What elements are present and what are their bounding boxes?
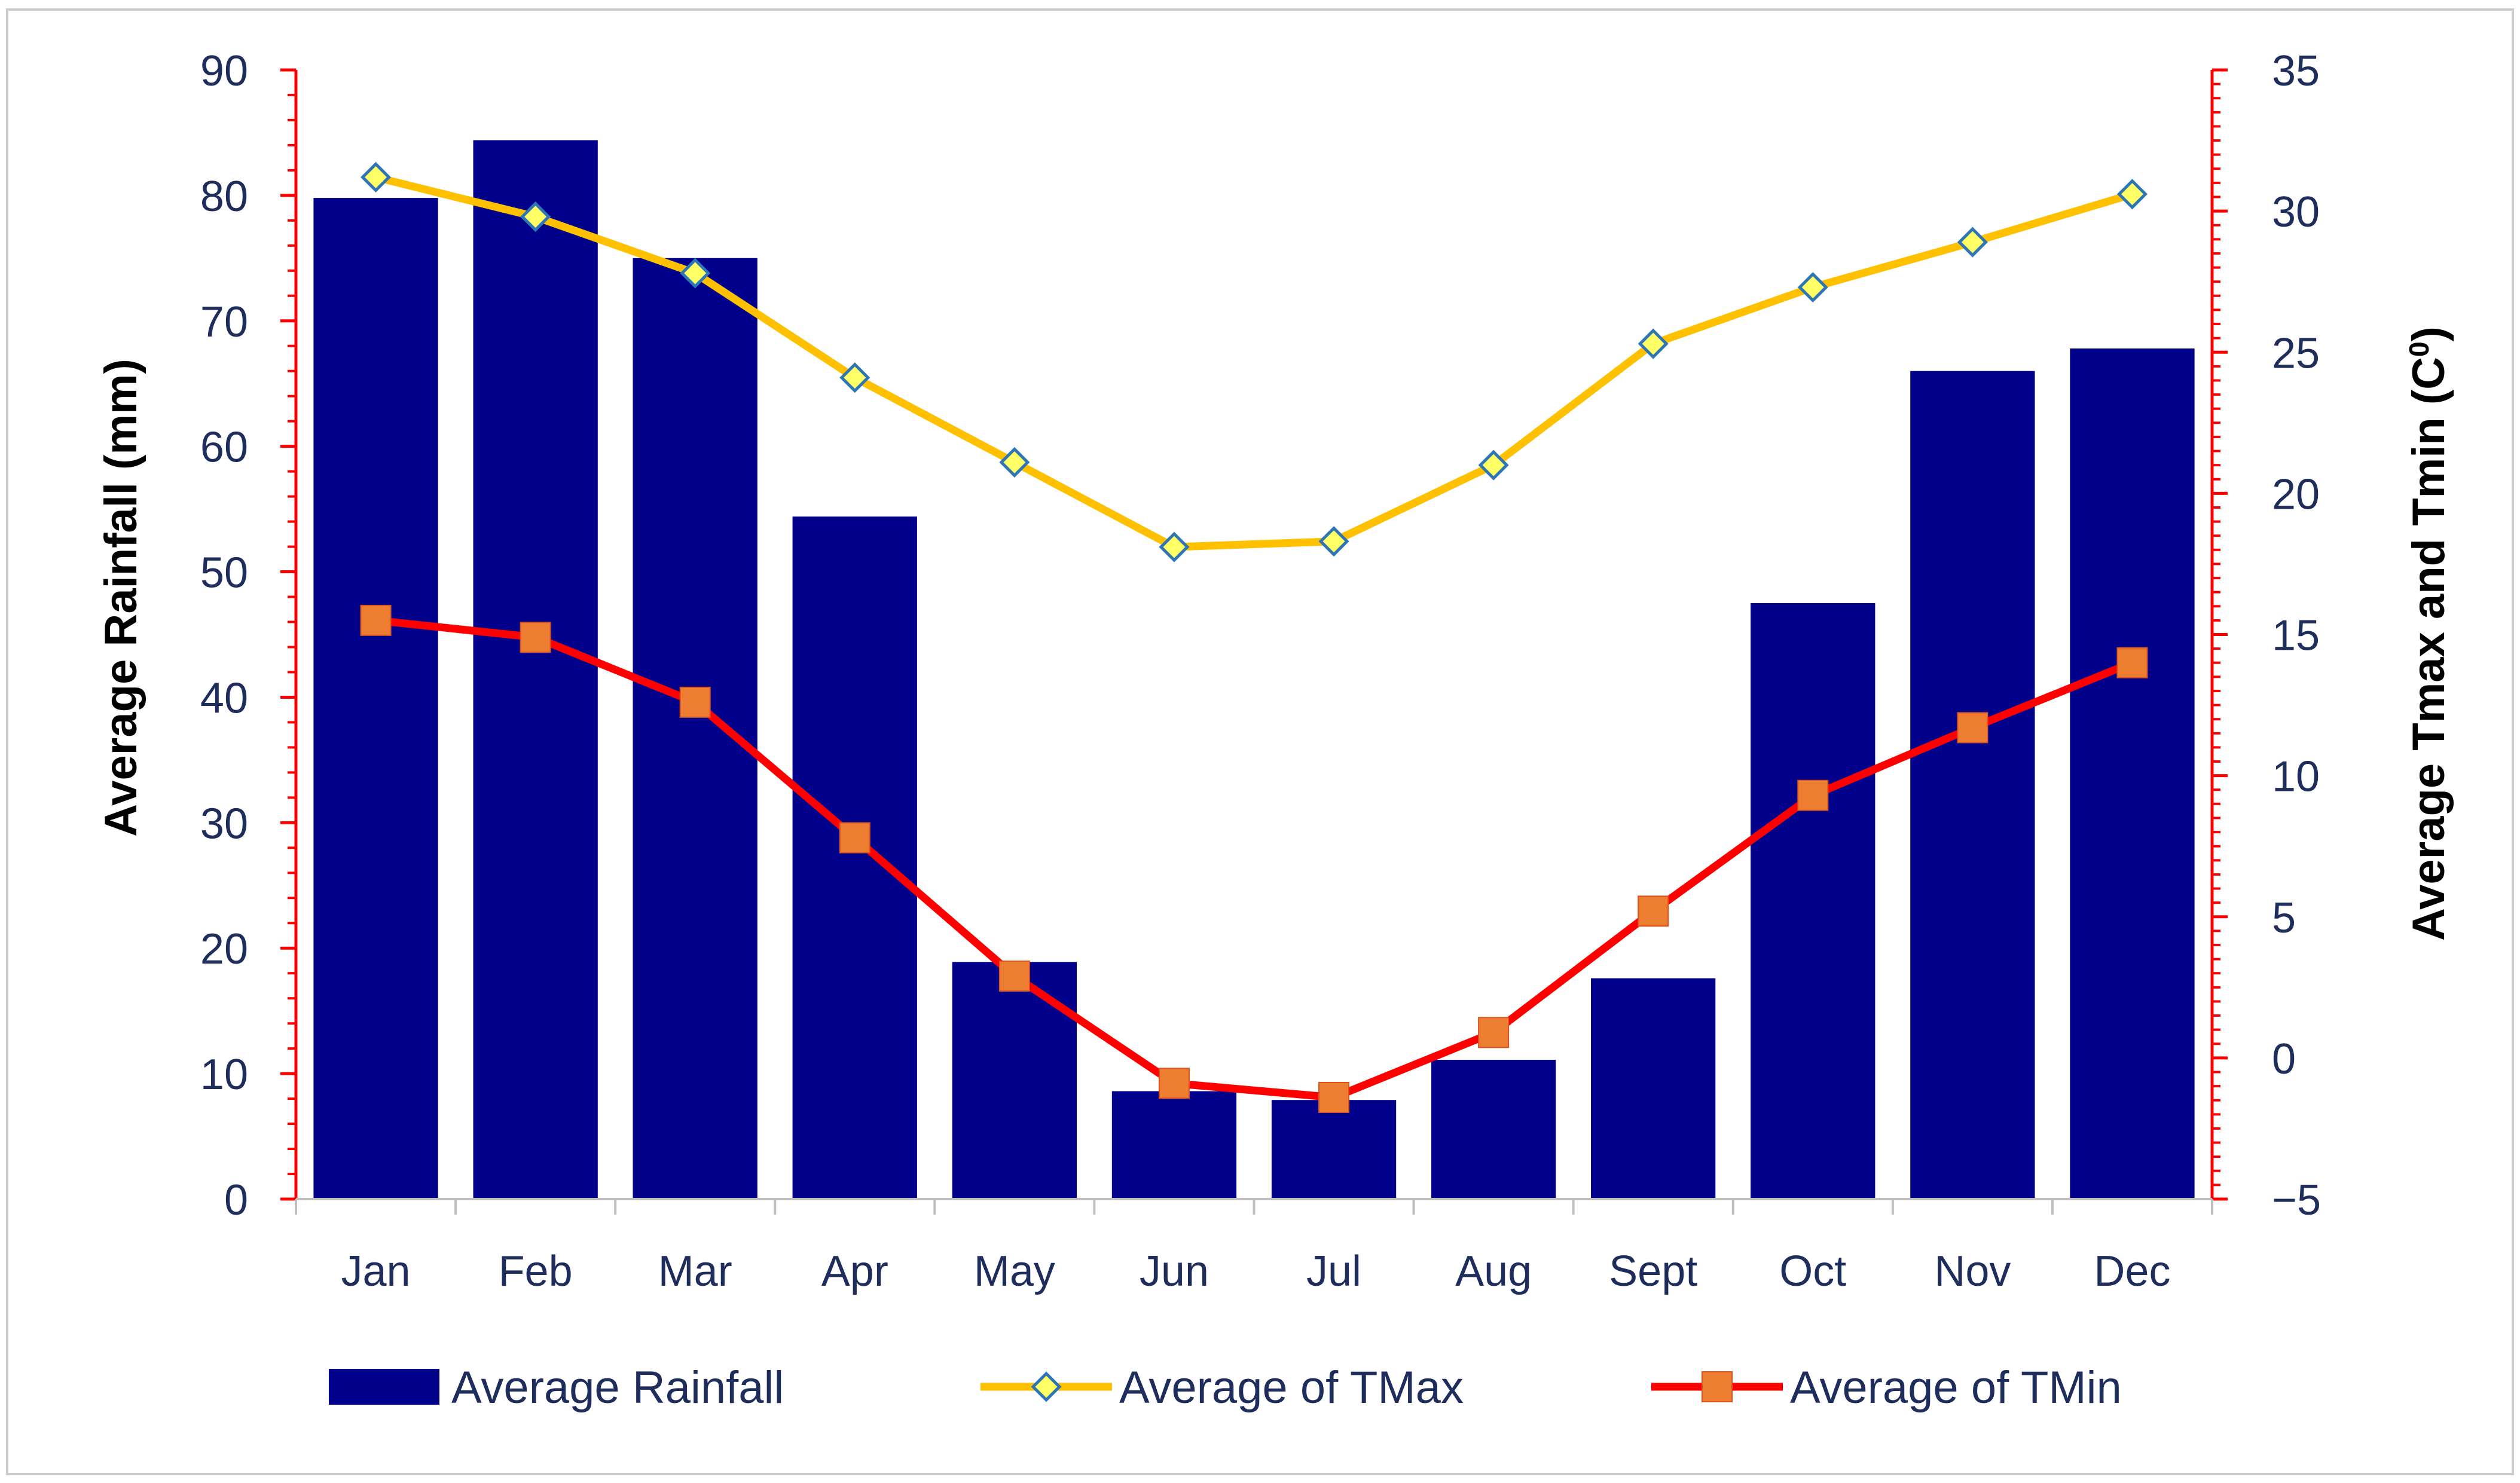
tmax-point-may xyxy=(999,447,1030,478)
bar-mar xyxy=(633,258,757,1199)
legend-label-tmin: Average of TMin xyxy=(1790,1362,2122,1413)
x-tick-label-jun: Jun xyxy=(1140,1247,1209,1295)
x-tick-label-jul: Jul xyxy=(1306,1247,1361,1295)
right-tick-label: 30 xyxy=(2272,188,2320,236)
tmin-point-sept xyxy=(1638,895,1669,927)
tmax-point-jan xyxy=(361,161,392,192)
bar-jan xyxy=(313,198,438,1200)
legend-label-tmax: Average of TMax xyxy=(1119,1362,1464,1413)
axes-group: 0 10 20 30 40 50 60 70 80 90 −5 0 5 10 15 20 25 30 35 Jan Fe… xyxy=(200,47,2321,1295)
left-tick-label: 80 xyxy=(200,173,248,221)
right-tick-label: 15 xyxy=(2272,612,2320,660)
x-tick-label-apr: Apr xyxy=(821,1247,888,1295)
bar-dec xyxy=(2070,348,2195,1199)
right-tick-label: 35 xyxy=(2272,47,2320,95)
tmin-point-oct xyxy=(1797,779,1829,811)
left-tick-label: 90 xyxy=(200,47,248,95)
left-tick-label: 0 xyxy=(224,1176,248,1224)
x-tick-label-jan: Jan xyxy=(341,1247,410,1295)
tmax-point-mar xyxy=(680,258,711,289)
x-tick-label-may: May xyxy=(974,1247,1055,1295)
right-tick-label: 5 xyxy=(2272,894,2296,942)
right-axis-title-main: Average Tmax and Tmin (C xyxy=(2403,357,2454,941)
legend-marker-tmin xyxy=(1702,1371,1733,1402)
left-tick-label: 50 xyxy=(200,549,248,597)
tmax-point-sept xyxy=(1638,328,1669,359)
right-axis-title-sup: 0 xyxy=(2403,341,2435,357)
tmin-point-nov xyxy=(1957,712,1988,744)
tmin-point-dec xyxy=(2116,647,2148,678)
tmax-point-jul xyxy=(1318,526,1349,557)
bar-nov xyxy=(1910,371,2035,1200)
right-tick-label: 0 xyxy=(2272,1035,2296,1083)
tmax-point-dec xyxy=(2116,179,2148,210)
tmin-point-mar xyxy=(679,686,711,718)
bar-apr xyxy=(792,516,917,1200)
x-tick-label-dec: Dec xyxy=(2094,1247,2170,1295)
left-axis-title: Average Rainfall (mm) xyxy=(96,359,146,837)
left-tick-label: 20 xyxy=(200,925,248,973)
axis-labels-group: Average Rainfall (mm) Average Tmax and T… xyxy=(96,326,2454,941)
tmax-point-aug xyxy=(1478,450,1509,481)
right-axis-title: Average Tmax and Tmin (C0) xyxy=(2403,326,2454,941)
legend: Average Rainfall Average of TMax Average o… xyxy=(329,1362,2122,1413)
tmin-point-aug xyxy=(1478,1017,1510,1048)
bar-oct xyxy=(1751,603,1876,1199)
x-tick-label-feb: Feb xyxy=(499,1247,573,1295)
tmin-point-may xyxy=(998,960,1030,992)
tmin-line xyxy=(375,616,2134,1102)
right-axis-title-close: ) xyxy=(2403,326,2454,341)
bar-may xyxy=(952,962,1077,1199)
x-tick-label-nov: Nov xyxy=(1934,1247,2011,1295)
x-tick-label-oct: Oct xyxy=(1779,1247,1846,1295)
left-tick-label: 30 xyxy=(200,800,248,848)
temperature-lines-group xyxy=(360,161,2148,1113)
tmin-point-apr xyxy=(839,822,870,854)
bar-aug xyxy=(1431,1060,1556,1199)
rainfall-bars-group xyxy=(313,140,2195,1200)
left-tick-label: 40 xyxy=(200,674,248,722)
tmax-line xyxy=(374,173,2134,551)
tmin-point-jan xyxy=(360,604,392,636)
x-tick-label-sept: Sept xyxy=(1609,1247,1697,1295)
left-tick-label: 10 xyxy=(200,1051,248,1099)
tmax-point-apr xyxy=(839,362,870,393)
right-tick-label: 25 xyxy=(2272,329,2320,377)
bar-jun xyxy=(1111,1091,1237,1199)
right-tick-label: 20 xyxy=(2272,470,2320,518)
legend-marker-tmax xyxy=(1031,1371,1062,1402)
right-tick-label: 10 xyxy=(2272,753,2320,801)
x-tick-label-mar: Mar xyxy=(658,1247,732,1295)
legend-label-rainfall: Average Rainfall xyxy=(451,1362,784,1413)
tmin-point-jul xyxy=(1318,1081,1350,1113)
tmax-point-feb xyxy=(520,201,551,233)
right-tick-label: −5 xyxy=(2272,1176,2321,1224)
tmin-point-feb xyxy=(520,622,551,653)
bar-jul xyxy=(1271,1100,1397,1199)
bar-sept xyxy=(1591,978,1716,1199)
tmin-point-jun xyxy=(1158,1068,1190,1099)
legend-swatch-rainfall xyxy=(329,1369,439,1405)
tmax-point-nov xyxy=(1957,227,1988,258)
bar-feb xyxy=(473,140,598,1199)
tmax-point-oct xyxy=(1797,272,1828,303)
tmax-point-jun xyxy=(1159,531,1190,562)
x-tick-label-aug: Aug xyxy=(1455,1247,1532,1295)
left-tick-label: 70 xyxy=(200,298,248,346)
left-tick-label: 60 xyxy=(200,424,248,472)
